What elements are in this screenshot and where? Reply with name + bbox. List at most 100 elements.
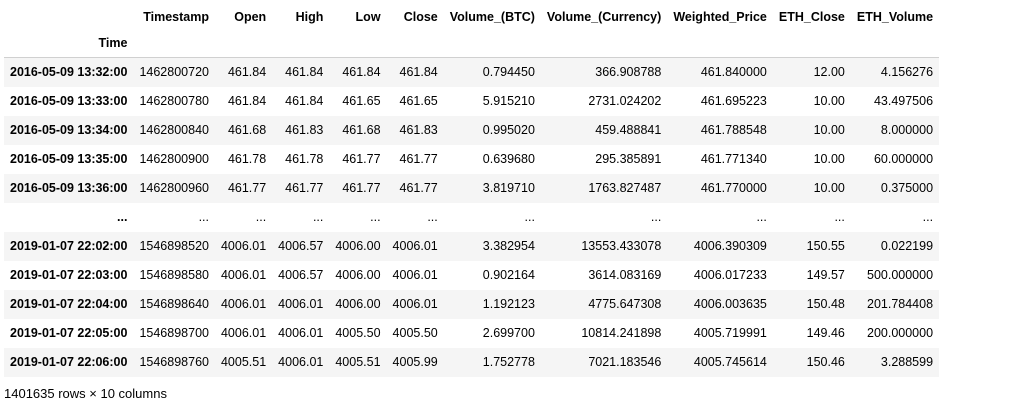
table-cell: 4005.99: [392, 355, 438, 369]
table-cell: 150.46: [806, 355, 845, 369]
table-cell: 201.784408: [867, 297, 934, 311]
column-header: Volume_(BTC): [449, 9, 535, 24]
table-cell: 1546898760: [139, 355, 209, 369]
table-cell: 1.752778: [482, 355, 535, 369]
table-cell: ...: [922, 210, 934, 224]
column-header: Timestamp: [143, 9, 209, 24]
table-cell: 461.78: [285, 152, 324, 166]
row-index: ...: [117, 210, 128, 224]
table-cell: 4006.00: [335, 239, 381, 253]
column-header: High: [295, 9, 324, 24]
row-index: 2016-05-09 13:35:00: [10, 152, 128, 166]
table-cell: 461.788548: [700, 123, 767, 137]
table-cell: 10.00: [813, 152, 845, 166]
table-cell: 461.77: [399, 181, 438, 195]
table-cell: 4005.51: [220, 355, 267, 369]
column-header: ETH_Volume: [856, 9, 934, 24]
table-cell: 0.794450: [482, 65, 535, 80]
table-cell: 4006.01: [278, 355, 324, 369]
table-row: 2016-05-09 13:35:00 1462800900 461.78 461.7…: [4, 145, 939, 174]
table-cell: 60.000000: [873, 152, 934, 166]
dataframe-table: Timestamp Open High Low Close Volume_(BT…: [4, 4, 940, 377]
table-cell: 461.771340: [700, 152, 767, 166]
table-cell: 1546898520: [139, 239, 209, 253]
table-row: .................................: [4, 203, 939, 232]
table-cell: 4006.01: [220, 239, 267, 253]
table-cell: ...: [312, 210, 324, 224]
table-cell: 1462800900: [139, 152, 209, 166]
table-cell: 461.84: [342, 65, 381, 80]
table-body: 2016-05-09 13:32:00 1462800720 461.84 461.8…: [4, 57, 940, 377]
table-cell: ...: [370, 210, 381, 224]
table-cell: 0.639680: [482, 152, 535, 166]
table-cell: 10.00: [813, 181, 845, 195]
table-cell: 4005.50: [392, 326, 438, 340]
table-cell: 4006.57: [278, 239, 324, 253]
table-cell: 2.699700: [482, 326, 535, 340]
table-cell: 295.385891: [595, 152, 662, 166]
table-cell: 4006.01: [392, 239, 438, 253]
table-cell: 2731.024202: [588, 94, 662, 108]
table-cell: 461.65: [399, 94, 438, 108]
table-cell: 461.84: [227, 94, 267, 108]
table-row: 2019-01-07 22:04:00 1546898640 4006.01 4006…: [4, 289, 940, 319]
table-cell: 500.000000: [867, 268, 934, 282]
column-header: Open: [234, 9, 267, 24]
table-cell: 1546898640: [139, 297, 209, 311]
table-cell: 0.902164: [482, 268, 535, 282]
table-cell: 150.48: [806, 297, 845, 311]
table-row: 2016-05-09 13:32:00 1462800720 461.84 461.8…: [4, 57, 940, 87]
table-cell: 461.77: [227, 181, 267, 195]
table-cell: 4006.01: [220, 297, 267, 311]
table-cell: 4775.647308: [588, 297, 662, 311]
table-row: 2019-01-07 22:06:00 1546898760 4005.51 4006…: [4, 347, 940, 377]
table-cell: ...: [756, 210, 767, 224]
table-cell: ...: [198, 210, 209, 224]
table-cell: 1.192123: [482, 297, 535, 311]
table-cell: 461.83: [285, 123, 324, 137]
row-index: 2016-05-09 13:32:00: [10, 65, 128, 80]
table-row: 2019-01-07 22:03:00 1546898580 4006.01 4006…: [4, 261, 939, 290]
column-header: Low: [355, 9, 381, 24]
table-cell: 461.84: [285, 65, 324, 80]
table-cell: ...: [834, 210, 845, 224]
table-row: 2016-05-09 13:34:00 1462800840 461.68 461.8…: [4, 115, 940, 145]
table-cell: 3.819710: [482, 181, 535, 195]
table-cell: 4006.390309: [693, 239, 767, 253]
table-cell: 4006.00: [335, 297, 381, 311]
table-cell: 149.46: [806, 326, 845, 340]
column-header: ETH_Close: [778, 9, 845, 24]
table-cell: 461.84: [227, 65, 267, 80]
table-cell: 150.55: [806, 239, 845, 253]
column-header: Weighted_Price: [673, 9, 767, 24]
table-cell: 1462800720: [139, 65, 209, 80]
table-cell: 10.00: [813, 94, 845, 108]
index-name: Time: [98, 36, 128, 50]
table-cell: 461.65: [342, 94, 381, 108]
table-cell: 4.156276: [880, 65, 934, 80]
table-cell: 43.497506: [873, 94, 934, 108]
row-index: 2019-01-07 22:03:00: [10, 268, 128, 282]
table-cell: 0.022199: [880, 239, 934, 253]
table-cell: 4006.01: [220, 268, 267, 282]
table-cell: 1763.827487: [588, 181, 662, 195]
table-row: 2019-01-07 22:05:00 1546898700 4006.01 4006…: [4, 319, 939, 348]
column-header-row: Timestamp Open High Low Close Volume_(BT…: [4, 4, 939, 29]
table-cell: 8.000000: [880, 123, 934, 137]
row-index: 2016-05-09 13:33:00: [10, 94, 128, 108]
table-cell: 4005.50: [335, 326, 381, 340]
table-cell: 459.488841: [595, 123, 662, 137]
table-cell: 4006.01: [392, 297, 438, 311]
table-cell: 4006.003635: [693, 297, 767, 311]
index-name-row: Time: [4, 29, 940, 58]
row-index: 2016-05-09 13:36:00: [10, 181, 128, 195]
table-cell: 461.83: [399, 123, 438, 137]
table-cell: 0.995020: [482, 123, 535, 137]
table-cell: 200.000000: [867, 326, 934, 340]
table-cell: ...: [255, 210, 267, 224]
table-cell: 461.770000: [700, 181, 767, 195]
row-index: 2019-01-07 22:04:00: [10, 297, 128, 311]
table-cell: 10.00: [813, 123, 845, 137]
row-index: 2016-05-09 13:34:00: [10, 123, 128, 137]
